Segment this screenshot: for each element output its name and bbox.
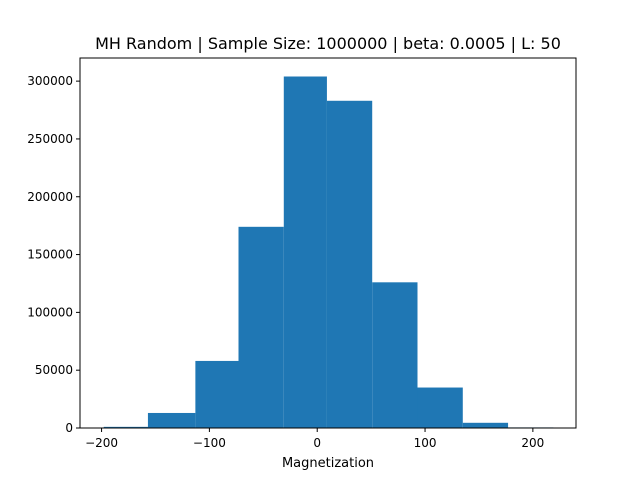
y-tick-label: 200000 [27,190,73,204]
x-tick-label: 100 [414,436,437,450]
y-tick-label: 100000 [27,305,73,319]
histogram-bar [283,76,327,428]
x-tick-label: −200 [85,436,118,450]
bars-group [103,76,554,428]
y-tick-label: 250000 [27,132,73,146]
x-tick-label: 200 [521,436,544,450]
y-tick-label: 300000 [27,74,73,88]
x-tick-label: −100 [193,436,226,450]
y-tick-label: 50000 [35,363,73,377]
histogram-bar [147,412,196,428]
histogram-bar [417,387,463,428]
histogram-bar [462,422,509,428]
histogram-bar [103,426,148,428]
plot-frame [79,57,577,429]
histogram-bar [372,282,418,428]
y-tick-label: 150000 [27,248,73,262]
histogram-bar [195,360,239,428]
y-axis-ticks: 0 50000 100000 150000 200000 250000 300000 [27,74,80,435]
histogram-bar [238,226,284,428]
chart-title: MH Random | Sample Size: 1000000 | beta:… [95,34,561,53]
x-tick-label: 0 [313,436,321,450]
x-axis-ticks: −200 −100 0 100 200 [85,428,544,450]
histogram-bar [326,100,373,428]
x-axis-label: Magnetization [282,456,374,471]
y-tick-label: 0 [65,421,73,435]
